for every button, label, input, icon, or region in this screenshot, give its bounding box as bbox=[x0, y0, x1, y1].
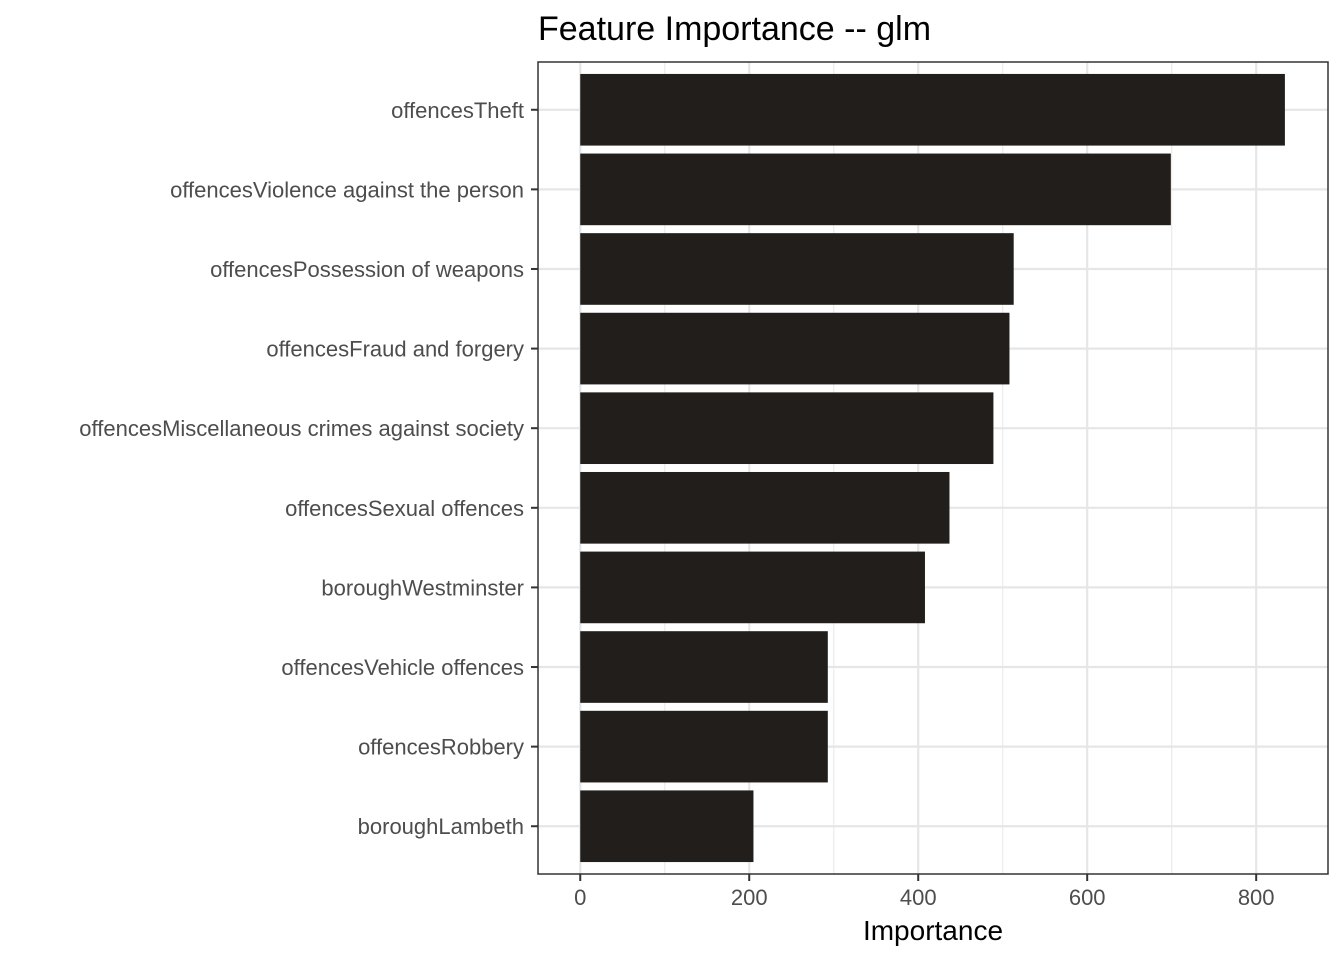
y-tick-label: boroughLambeth bbox=[358, 814, 524, 839]
bar bbox=[580, 790, 754, 863]
y-tick-label: offencesViolence against the person bbox=[170, 177, 524, 202]
plot-border bbox=[537, 61, 1329, 875]
x-axis: 0 200 400 600 800 bbox=[574, 874, 1275, 910]
bar bbox=[580, 631, 828, 703]
bar bbox=[580, 153, 1171, 226]
x-tick-label: 800 bbox=[1238, 885, 1275, 910]
x-tick-label: 200 bbox=[731, 885, 768, 910]
y-tick-label: offencesSexual offences bbox=[285, 496, 524, 521]
y-tick-label: offencesPossession of weapons bbox=[210, 257, 524, 282]
bar bbox=[580, 392, 994, 465]
bar bbox=[580, 312, 1010, 385]
y-tick-label: offencesVehicle offences bbox=[281, 655, 524, 680]
bar bbox=[580, 471, 950, 544]
bar bbox=[580, 551, 925, 624]
y-tick-label: offencesTheft bbox=[391, 98, 524, 123]
bar bbox=[580, 73, 1285, 146]
x-axis-title: Importance bbox=[863, 915, 1003, 946]
bars-layer bbox=[580, 73, 1285, 863]
x-tick-label: 400 bbox=[900, 885, 937, 910]
x-tick-label: 600 bbox=[1069, 885, 1106, 910]
bar bbox=[580, 710, 828, 783]
y-axis: offencesTheft offencesViolence against th… bbox=[79, 98, 538, 839]
y-tick-label: boroughWestminster bbox=[321, 575, 524, 600]
y-tick-label: offencesFraud and forgery bbox=[266, 337, 524, 362]
y-tick-label: offencesRobbery bbox=[358, 735, 524, 760]
bar bbox=[580, 233, 1014, 305]
x-tick-label: 0 bbox=[574, 885, 586, 910]
y-tick-label: offencesMiscellaneous crimes against soc… bbox=[79, 416, 524, 441]
chart-title: Feature Importance -- glm bbox=[538, 10, 931, 48]
